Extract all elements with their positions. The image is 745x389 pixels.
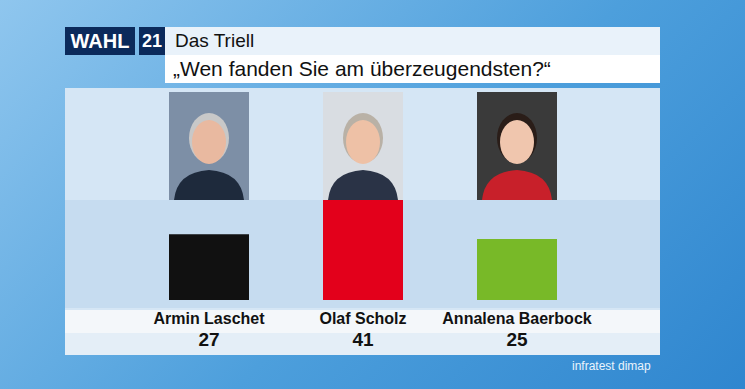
html-text:„Wen fanden Sie am überzeugend: „Wen fanden Sie am überzeugendsten?“: [173, 57, 551, 80]
svg-text:27: 27: [198, 329, 219, 350]
html-text:21: 21: [142, 31, 162, 51]
svg-text:Armin Laschet: Armin Laschet: [153, 310, 265, 327]
html-text:WAHL: WAHL: [70, 30, 130, 52]
html-text:infratest dimap: infratest dimap: [572, 359, 651, 373]
svg-text:Olaf Scholz: Olaf Scholz: [319, 310, 406, 327]
html-text:Das Triell: Das Triell: [175, 30, 255, 51]
svg-text:Annalena Baerbock: Annalena Baerbock: [442, 310, 591, 327]
svg-text:25: 25: [506, 329, 528, 350]
svg-text:41: 41: [352, 329, 374, 350]
